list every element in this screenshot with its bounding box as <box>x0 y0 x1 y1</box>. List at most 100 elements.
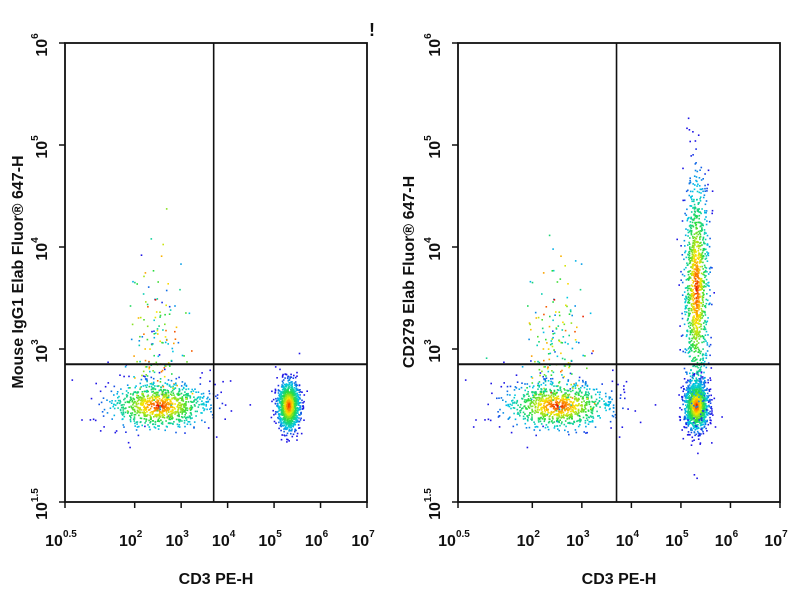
event-dot <box>693 439 695 441</box>
event-dot <box>146 380 148 382</box>
event-dot <box>564 430 566 432</box>
event-dot <box>552 416 554 418</box>
event-dot <box>574 384 576 386</box>
event-dot <box>697 373 699 375</box>
event-dot <box>127 392 129 394</box>
event-dot <box>184 414 186 416</box>
event-dot <box>549 235 551 237</box>
event-dot <box>519 415 521 417</box>
event-dot <box>565 395 567 397</box>
event-dot <box>301 400 303 402</box>
event-dot <box>178 416 180 418</box>
event-dot <box>554 427 556 429</box>
event-dot <box>539 398 541 400</box>
event-dot <box>162 329 164 331</box>
event-dot <box>175 432 177 434</box>
event-dot <box>159 398 161 400</box>
event-dot <box>209 381 211 383</box>
event-dot <box>296 435 298 437</box>
event-dot <box>178 398 180 400</box>
event-dot <box>701 424 703 426</box>
event-dot <box>208 390 210 392</box>
event-dot <box>171 406 173 408</box>
event-dot <box>580 396 582 398</box>
x-tick-exponent: 3 <box>183 529 189 540</box>
event-dot <box>702 387 704 389</box>
event-dot <box>282 381 284 383</box>
event-dot <box>711 408 713 410</box>
plot-frame-1 <box>65 43 367 502</box>
event-dot <box>581 411 583 413</box>
event-dot <box>547 400 549 402</box>
event-dot <box>291 425 293 427</box>
event-dot <box>166 413 168 415</box>
y-axis-label-1: Mouse IgG1 Elab Fluor® 647-H <box>10 155 27 388</box>
event-dot <box>298 424 300 426</box>
event-dot <box>284 384 286 386</box>
event-dot <box>170 309 172 311</box>
event-dot <box>699 239 701 241</box>
event-dot <box>151 406 153 408</box>
event-dot <box>554 333 556 335</box>
event-dot <box>581 263 583 265</box>
event-dot <box>707 300 709 302</box>
event-dot <box>599 391 601 393</box>
event-dot <box>559 406 561 408</box>
event-dot <box>597 402 599 404</box>
event-dot <box>520 410 522 412</box>
event-dot <box>562 358 564 360</box>
event-dot <box>100 430 102 432</box>
event-dot <box>564 389 566 391</box>
event-dot <box>563 406 565 408</box>
event-dot <box>554 299 556 301</box>
event-dot <box>570 391 572 393</box>
event-dot <box>287 377 289 379</box>
event-dot <box>572 390 574 392</box>
event-dot <box>514 402 516 404</box>
event-dot <box>570 388 572 390</box>
event-dot <box>696 389 698 391</box>
event-dot <box>174 398 176 400</box>
event-dot <box>298 417 300 419</box>
event-dot <box>610 397 612 399</box>
event-dot <box>294 412 296 414</box>
y-tick-exponent: 6 <box>30 33 41 39</box>
event-dot <box>593 389 595 391</box>
event-dot <box>133 418 135 420</box>
event-dot <box>132 404 134 406</box>
event-dot <box>529 427 531 429</box>
event-dot <box>190 391 192 393</box>
event-dot <box>173 394 175 396</box>
event-dot <box>122 418 124 420</box>
event-dot <box>538 383 540 385</box>
event-dot <box>707 334 709 336</box>
event-dot <box>682 391 684 393</box>
event-dot <box>121 407 123 409</box>
event-dot <box>144 426 146 428</box>
event-dot <box>291 383 293 385</box>
event-dot <box>301 391 303 393</box>
event-dot <box>164 367 166 369</box>
event-dot <box>517 412 519 414</box>
event-dot <box>296 372 298 374</box>
event-dot <box>565 420 567 422</box>
event-dot <box>578 410 580 412</box>
event-dot <box>147 326 149 328</box>
event-dot <box>165 395 167 397</box>
event-dot <box>130 421 132 423</box>
event-dot <box>693 396 695 398</box>
event-dot <box>149 422 151 424</box>
event-dot <box>545 339 547 341</box>
event-dot <box>694 432 696 434</box>
event-dot <box>275 389 277 391</box>
event-dot <box>514 407 516 409</box>
event-dot <box>709 346 711 348</box>
event-dot <box>696 411 698 413</box>
event-dot <box>166 290 168 292</box>
event-dot <box>283 424 285 426</box>
event-dot <box>541 423 543 425</box>
event-dot <box>158 356 160 358</box>
event-dot <box>142 399 144 401</box>
event-dot <box>550 344 552 346</box>
event-dot <box>279 401 281 403</box>
